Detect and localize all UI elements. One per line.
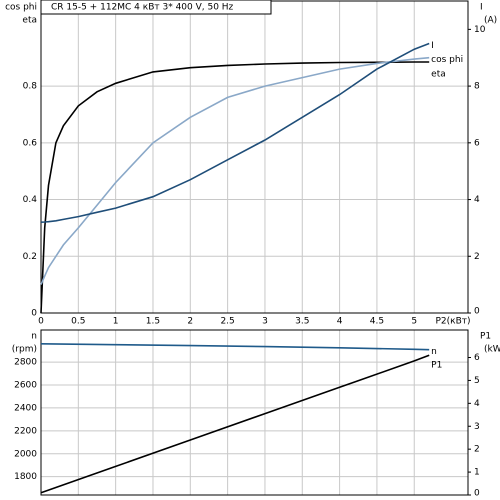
series-label: P1 [431,361,442,371]
y-tick-label: 0.8 [23,82,38,92]
series-line [40,343,430,351]
series-line [40,61,430,314]
y-tick-label: 2200 [14,426,37,436]
series-line [40,42,430,223]
y-tick-label: 0 [31,309,37,319]
y2-tick-label: 0 [474,307,480,317]
y2-tick-label: 6 [474,353,480,363]
x-tick-label: 3.5 [295,317,309,327]
y2-tick-label: 3 [474,422,480,432]
y-tick-label: 1800 [14,472,37,482]
x-tick-label: 1.5 [146,317,160,327]
x-tick-label: 2 [187,317,193,327]
x-tick-label: 2.5 [220,317,234,327]
y2-tick-label: 6 [474,138,480,148]
y-tick-label: 0.2 [23,252,37,262]
series-label: cos phi [431,55,463,65]
plot-frame [40,329,469,496]
y-tick-label: 2800 [14,358,37,368]
x-tick-label: 0 [38,317,44,327]
y-tick-label: 0.4 [23,195,38,205]
y-axis-label: n [31,332,37,342]
y2-tick-label: 8 [474,82,480,92]
y-tick-label: 0.6 [23,138,38,148]
series-line [40,354,430,494]
chart-title: CR 15-5 + 112MC 4 кВт 3* 400 V, 50 Hz [51,3,234,13]
y2-tick-label: 10 [474,25,486,35]
y2-axis-label: (kW) [484,345,500,355]
y-tick-label: 2400 [14,403,37,413]
y2-tick-label: 0 [474,489,480,499]
y2-tick-label: 2 [474,445,480,455]
x-tick-label: 4 [337,317,343,327]
x-tick-label: 3 [262,317,268,327]
y2-tick-label: 5 [474,376,480,386]
x-tick-label: 0.5 [71,317,85,327]
series-label: I [431,41,434,51]
x-axis-label: P2(кВт) [435,317,470,327]
x-tick-label: 4.5 [370,317,384,327]
y-axis-label: cos phi [5,3,37,13]
y2-axis-label: I [480,3,483,13]
series-label: n [431,347,437,357]
y2-tick-label: 4 [474,399,480,409]
y2-tick-label: 4 [474,195,480,205]
y2-tick-label: 2 [474,252,480,262]
y-axis-label: (rpm) [12,345,37,355]
y-tick-label: 2600 [14,381,37,391]
y2-axis-label: P1 [480,332,491,342]
series-line [40,56,430,285]
x-tick-label: 5 [411,317,417,327]
y-axis-label: eta [22,16,37,26]
series-label: eta [431,69,446,79]
x-tick-label: 1 [113,317,119,327]
title-box [40,0,272,15]
y-tick-label: 2000 [14,449,37,459]
y2-tick-label: 1 [474,468,480,478]
y2-axis-label: (A) [484,16,497,26]
plot-frame [40,0,469,314]
